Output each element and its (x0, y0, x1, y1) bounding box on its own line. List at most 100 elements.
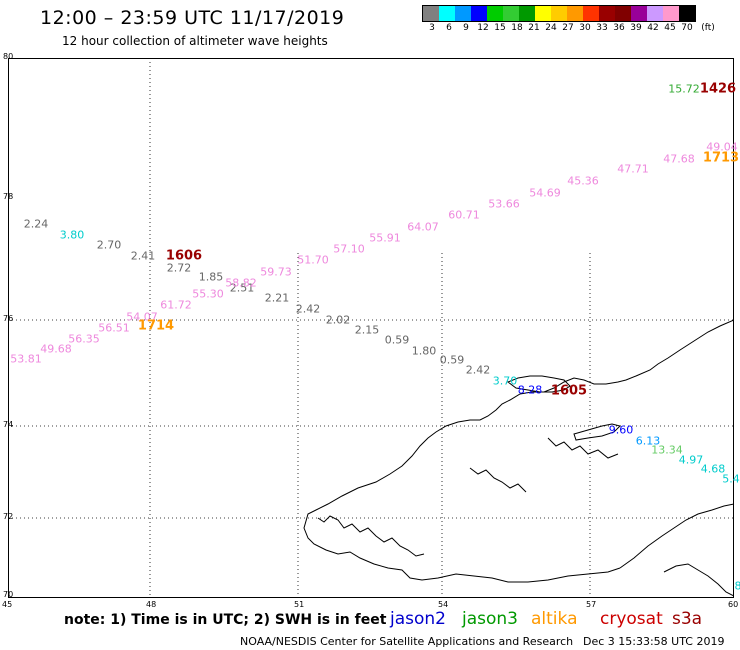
wave-height-reading: 54.69 (529, 186, 561, 200)
legend-label: 15 (494, 23, 506, 33)
page-subtitle: 12 hour collection of altimeter wave hei… (62, 34, 328, 48)
legend-label: 6 (446, 23, 452, 33)
wave-height-reading: 5.4 (722, 472, 740, 486)
latitude-label: 72 (3, 512, 14, 521)
wave-height-reading: 0.59 (439, 353, 465, 367)
legend-swatch (471, 6, 487, 21)
legend-label: 24 (545, 23, 557, 33)
legend-swatch (599, 6, 615, 21)
legend-label: 12 (477, 23, 489, 33)
wave-height-reading: 8 (734, 579, 740, 593)
pass-time-label: 1605 (550, 383, 588, 399)
wave-height-reading: 59.73 (260, 265, 292, 279)
wave-height-reading: 2.72 (166, 261, 192, 275)
wave-height-reading: 2.15 (354, 323, 380, 337)
graticule (8, 58, 734, 598)
wave-height-reading: 1.85 (198, 270, 224, 284)
legend-label: 30 (579, 23, 591, 33)
longitude-label: 60 (728, 600, 739, 609)
wave-height-reading: 49.68 (40, 342, 72, 356)
wave-height-reading: 2.42 (465, 363, 491, 377)
wave-height-reading: 55.30 (192, 287, 224, 301)
longitude-label: 54 (438, 600, 449, 609)
wave-height-reading: 61.72 (160, 298, 192, 312)
legend-label-row: 3 6 9 12 15 18 21 24 27 30 33 36 39 42 45 70 (ft) (422, 23, 728, 35)
wave-height-reading: 2.42 (295, 302, 321, 316)
color-legend: 3 6 9 12 15 18 21 24 27 30 33 36 39 42 45 70 (ft) (422, 5, 728, 35)
longitude-label: 48 (146, 600, 157, 609)
wave-height-reading: 1.80 (411, 344, 437, 358)
legend-swatch (567, 6, 583, 21)
wave-height-reading: 2.51 (229, 281, 255, 295)
longitude-label: 51 (294, 600, 305, 609)
pass-time-label: 1714 (137, 318, 175, 334)
wave-height-reading: 13.34 (651, 443, 683, 457)
map-border (8, 58, 734, 598)
pass-time-label: 1713 (702, 150, 740, 166)
wave-height-reading: 0.59 (384, 333, 410, 347)
legend-swatch (551, 6, 567, 21)
legend-label: 3 (429, 23, 435, 33)
wave-height-reading: 60.71 (448, 208, 480, 222)
satellite-name: jason3 (462, 609, 518, 629)
legend-label: 42 (647, 23, 659, 33)
pass-time-label: 1426 (699, 81, 737, 97)
latitude-label: 70 (3, 590, 14, 599)
satellite-name: s3a (672, 609, 703, 629)
legend-swatch (503, 6, 519, 21)
wave-height-reading: 51.70 (297, 253, 329, 267)
wave-height-reading: 2.41 (130, 249, 156, 263)
wave-height-reading: 54.07 (126, 310, 158, 324)
wave-height-reading: 57.10 (333, 242, 365, 256)
legend-swatch (647, 6, 663, 21)
wave-height-reading: 55.91 (369, 231, 401, 245)
wave-height-reading: 2.70 (96, 238, 122, 252)
legend-swatch (679, 6, 695, 21)
legend-label: 70 (681, 23, 693, 33)
wave-height-reading: 2.24 (23, 217, 49, 231)
legend-swatch (631, 6, 647, 21)
footer-note: note: 1) Time is in UTC; 2) SWH is in fe… (64, 612, 387, 628)
wave-height-reading: 9.60 (608, 423, 634, 437)
legend-swatch (615, 6, 631, 21)
wave-height-reading: 45.36 (567, 174, 599, 188)
wave-height-reading: 64.07 (407, 220, 439, 234)
legend-label: 9 (463, 23, 469, 33)
wave-height-reading: 47.71 (617, 162, 649, 176)
legend-label: 33 (596, 23, 608, 33)
legend-label: 18 (511, 23, 523, 33)
wave-height-reading: 56.35 (68, 332, 100, 346)
legend-label: 39 (630, 23, 642, 33)
wave-height-reading: 4.68 (700, 462, 726, 476)
wave-height-reading: 2.21 (264, 291, 290, 305)
page-title: 12:00 – 23:59 UTC 11/17/2019 (40, 7, 345, 29)
pass-time-label: 1606 (165, 248, 203, 264)
coastline-novaya-zemlya (303, 319, 734, 597)
wave-height-reading: 3.70 (492, 374, 518, 388)
legend-swatch-bar (422, 5, 696, 22)
longitude-label: 45 (2, 600, 13, 609)
legend-swatch (439, 6, 455, 21)
legend-swatch (519, 6, 535, 21)
satellite-name: cryosat (600, 609, 663, 629)
wave-height-reading: 58.82 (225, 276, 257, 290)
legend-label: 21 (528, 23, 540, 33)
wave-height-reading: 8.28 (517, 383, 543, 397)
legend-label: (ft) (701, 23, 715, 33)
legend-label: 36 (613, 23, 625, 33)
legend-swatch (663, 6, 679, 21)
latitude-label: 78 (3, 192, 14, 201)
wave-height-reading: 6.13 (635, 434, 661, 448)
generation-timestamp: Dec 3 15:33:58 UTC 2019 (583, 635, 725, 648)
wave-height-reading: 53.66 (488, 197, 520, 211)
legend-swatch (535, 6, 551, 21)
latitude-label: 76 (3, 314, 14, 323)
wave-height-reading: 15.72 (668, 82, 700, 96)
credit-line: NOAA/NESDIS Center for Satellite Applica… (240, 635, 574, 648)
wave-height-reading: 47.68 (663, 152, 695, 166)
longitude-label: 57 (586, 600, 597, 609)
map-canvas (8, 58, 734, 598)
satellite-name: jason2 (390, 609, 446, 629)
satellite-name: altika (531, 609, 578, 629)
wave-height-reading: 56.51 (98, 321, 130, 335)
